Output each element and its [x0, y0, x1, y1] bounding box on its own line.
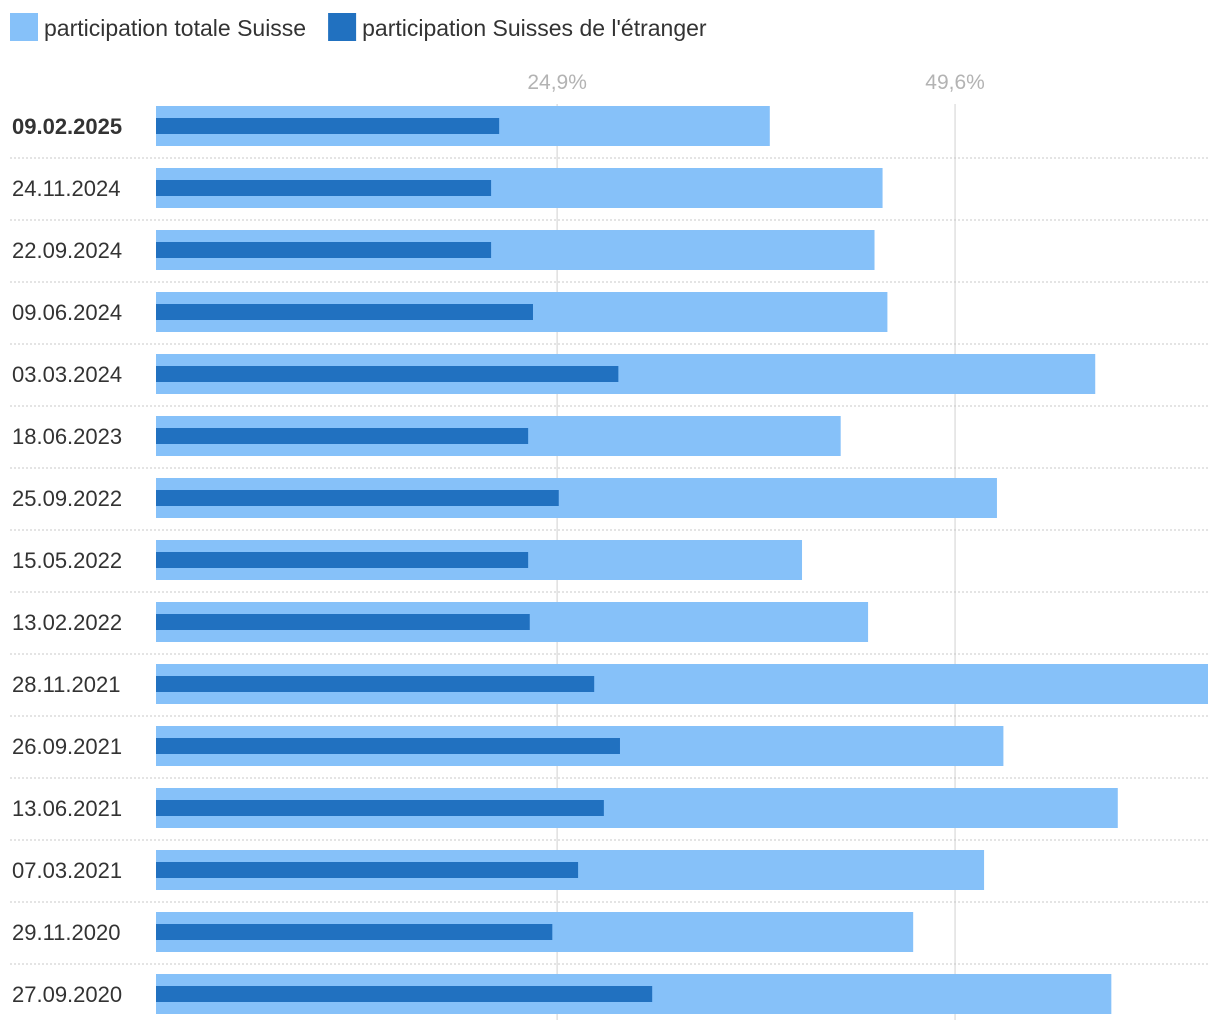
row-label: 13.06.2021	[12, 796, 122, 821]
bar-suisses-etranger	[156, 428, 529, 444]
bar-suisses-etranger	[156, 118, 500, 134]
bar-suisses-etranger	[156, 242, 492, 258]
bar-suisses-etranger	[156, 862, 579, 878]
row-label: 09.02.2025	[12, 114, 122, 139]
bar-suisses-etranger	[156, 304, 533, 320]
bar-suisses-etranger	[156, 738, 620, 754]
row-label: 28.11.2021	[12, 672, 120, 697]
row-label: 26.09.2021	[12, 734, 122, 759]
bar-suisses-etranger	[156, 800, 604, 816]
bar-suisses-etranger	[156, 614, 530, 630]
legend: participation totale Suisse participation…	[10, 13, 707, 41]
bar-suisses-etranger	[156, 180, 492, 196]
x-tick-label: 24,9%	[527, 71, 587, 94]
row-label: 18.06.2023	[12, 424, 122, 449]
legend-swatch-1	[10, 13, 38, 41]
bar-suisses-etranger	[156, 676, 595, 692]
row-label: 25.09.2022	[12, 486, 122, 511]
legend-label-1: participation totale Suisse	[44, 15, 306, 41]
row-label: 24.11.2024	[12, 176, 120, 201]
legend-swatch-2	[328, 13, 357, 41]
row-label: 15.05.2022	[12, 548, 122, 573]
bar-suisses-etranger	[156, 924, 553, 940]
legend-label-2: participation Suisses de l'étranger	[362, 15, 707, 41]
bar-suisses-etranger	[156, 986, 653, 1002]
bar-suisses-etranger	[156, 366, 619, 382]
row-label: 07.03.2021	[12, 858, 122, 883]
row-label: 13.02.2022	[12, 610, 122, 635]
chart-rows: 09.02.2025 24.11.2024 22.09.2024 09.06.2024…	[10, 106, 1208, 1014]
row-label: 22.09.2024	[12, 238, 122, 263]
bar-suisses-etranger	[156, 552, 529, 568]
row-label: 27.09.2020	[12, 982, 122, 1007]
row-label: 29.11.2020	[12, 920, 120, 945]
row-label: 09.06.2024	[12, 300, 122, 325]
row-label: 03.03.2024	[12, 362, 122, 387]
bar-suisses-etranger	[156, 490, 559, 506]
x-tick-label: 49,6%	[925, 71, 985, 94]
